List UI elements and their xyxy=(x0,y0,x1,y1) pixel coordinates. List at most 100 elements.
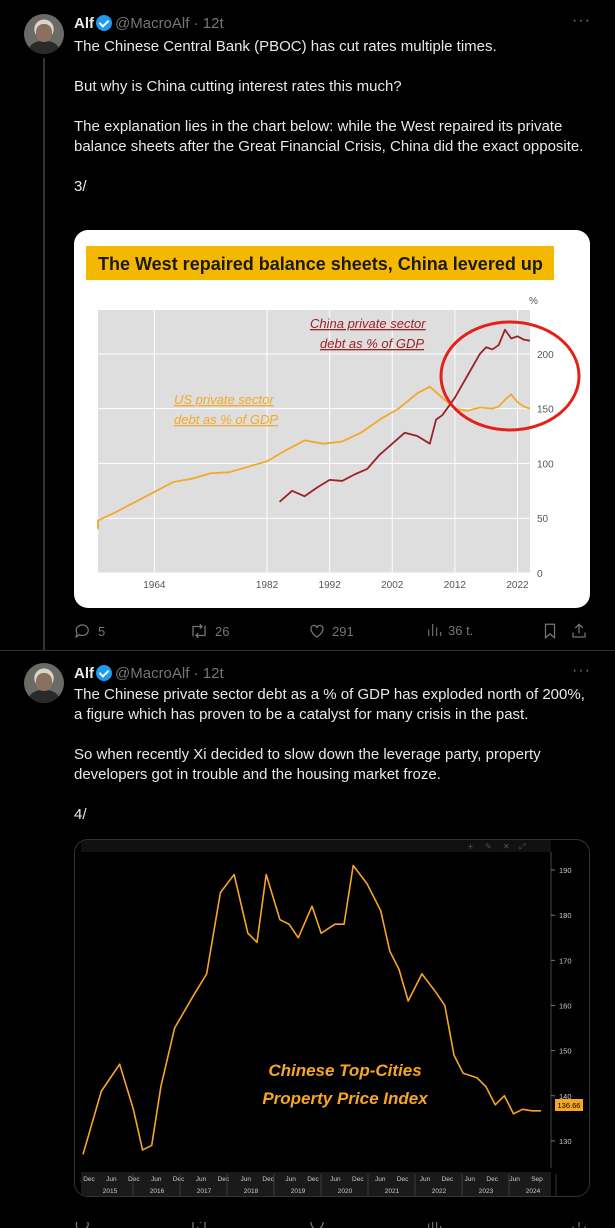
x-tick-label: 2012 xyxy=(444,580,467,591)
year-label: 2020 xyxy=(338,1188,353,1195)
author-handle[interactable]: @MacroAlf xyxy=(115,665,190,682)
x-tick-label: Dec xyxy=(218,1176,230,1183)
y-tick-label: 180 xyxy=(559,911,572,920)
views-button[interactable] xyxy=(426,1222,442,1228)
year-label: 2021 xyxy=(385,1188,400,1195)
author-name[interactable]: Alf xyxy=(74,665,94,682)
like-button[interactable]: 291 xyxy=(308,622,354,640)
highlight-circle xyxy=(439,320,581,432)
share-button[interactable] xyxy=(570,1222,588,1228)
reply-button[interactable] xyxy=(74,1222,92,1228)
x-tick-label: Jun xyxy=(151,1176,162,1183)
tweet-1[interactable]: Alf @MacroAlf · 12t ··· The Chinese Centr… xyxy=(0,0,615,650)
avatar[interactable] xyxy=(24,14,64,54)
tweet-2[interactable]: Alf @MacroAlf · 12t ··· The Chinese priva… xyxy=(0,651,615,1228)
year-label: 2017 xyxy=(197,1188,212,1195)
year-label: 2015 xyxy=(103,1188,118,1195)
x-tick-label: Jun xyxy=(375,1176,386,1183)
reply-icon xyxy=(75,624,89,639)
x-tick-label: Dec xyxy=(352,1176,364,1183)
x-tick-label: Jun xyxy=(509,1176,520,1183)
x-tick-label: Jun xyxy=(196,1176,207,1183)
x-tick-label: Sep xyxy=(531,1176,543,1183)
x-tick-label: Dec xyxy=(307,1176,319,1183)
x-tick-label: Jun xyxy=(420,1176,431,1183)
bookmark-button[interactable] xyxy=(542,622,558,640)
y-tick-label: 130 xyxy=(559,1137,572,1146)
y-tick-label: 160 xyxy=(559,1001,572,1010)
x-tick-label: Jun xyxy=(330,1176,341,1183)
retweet-count: 26 xyxy=(215,623,230,639)
x-tick-label: Dec xyxy=(128,1176,140,1183)
x-tick-label: 1982 xyxy=(256,580,279,591)
avatar[interactable] xyxy=(24,663,64,703)
bookmark-icon xyxy=(544,623,556,640)
views-button[interactable]: 36 t. xyxy=(426,622,473,638)
author-name[interactable]: Alf xyxy=(74,15,94,32)
x-tick-label: Dec xyxy=(397,1176,409,1183)
tweet-time[interactable]: 12t xyxy=(202,665,224,682)
year-label: 2024 xyxy=(526,1188,541,1195)
x-tick-label: 1964 xyxy=(143,580,166,591)
author-handle[interactable]: @MacroAlf xyxy=(115,15,190,32)
tweet-header: Alf @MacroAlf · 12t xyxy=(74,15,224,32)
y-tick-label: 50 xyxy=(537,514,549,525)
tweet-header: Alf @MacroAlf · 12t xyxy=(74,665,224,682)
china-series-label-line2: debt as % of GDP xyxy=(320,336,424,351)
retweet-icon xyxy=(192,1222,206,1228)
verified-badge-icon xyxy=(96,15,112,31)
reply-button[interactable]: 5 xyxy=(74,622,105,640)
views-count: 36 t. xyxy=(448,622,474,638)
more-options-icon[interactable]: ··· xyxy=(572,12,591,29)
verified-badge-icon xyxy=(96,665,112,681)
year-label: 2016 xyxy=(150,1188,165,1195)
us-debt-line xyxy=(97,385,531,530)
chart-title-bar xyxy=(86,246,554,280)
views-icon xyxy=(428,1222,442,1228)
tweet-actions: 5 26 291 36 t. xyxy=(74,622,594,642)
toolbar-plus-icon: + xyxy=(467,842,474,851)
tweet-time[interactable]: 12t xyxy=(202,15,224,32)
more-options-icon[interactable]: ··· xyxy=(572,662,591,679)
china-series-label-line1: China private sector xyxy=(310,316,426,331)
y-axis-unit: % xyxy=(529,296,538,307)
chart-image-2[interactable]: + ✎ ✕ ⤢ 130 140 150 160 170 180 190 Chinese To… xyxy=(74,839,590,1197)
share-icon xyxy=(572,1222,586,1228)
retweet-button[interactable]: 26 xyxy=(189,622,229,640)
us-series-label-line2: debt as % of GDP xyxy=(174,412,278,427)
chart-title-line2: Property Price Index xyxy=(262,1089,429,1108)
chart-title-line1: Chinese Top-Cities xyxy=(268,1061,421,1080)
us-series-label-line1: US private sector xyxy=(174,392,274,407)
x-tick-label: Jun xyxy=(285,1176,296,1183)
last-value: 136.66 xyxy=(558,1101,581,1110)
y-tick-label: 0 xyxy=(537,569,543,580)
x-tick-label: Jun xyxy=(106,1176,117,1183)
reply-icon xyxy=(75,1222,89,1228)
y-tick-label: 100 xyxy=(537,459,554,470)
tweet-paragraph: 3/ xyxy=(74,178,87,195)
y-tick-label: 170 xyxy=(559,956,572,965)
tweet-paragraph: The explanation lies in the chart below:… xyxy=(74,118,584,155)
y-tick-label: 150 xyxy=(537,405,554,416)
chart-toolbar xyxy=(81,840,551,852)
toolbar-close-icon: ✕ xyxy=(503,842,510,851)
y-tick-label: 150 xyxy=(559,1047,572,1056)
x-tick-label: Jun xyxy=(241,1176,252,1183)
heart-icon xyxy=(310,1222,324,1228)
views-icon xyxy=(428,624,442,636)
toolbar-pencil-icon: ✎ xyxy=(485,842,492,851)
year-label: 2019 xyxy=(291,1188,306,1195)
reply-count: 5 xyxy=(98,623,106,639)
x-tick-label: Dec xyxy=(173,1176,185,1183)
like-button[interactable] xyxy=(308,1222,326,1228)
tweet-actions-partial xyxy=(74,1222,594,1228)
share-button[interactable] xyxy=(570,622,588,640)
retweet-icon xyxy=(192,623,206,639)
y-tick-label: 190 xyxy=(559,866,572,875)
tweet-divider xyxy=(0,650,615,651)
tweet-paragraph: The Chinese Central Bank (PBOC) has cut … xyxy=(74,38,497,55)
retweet-button[interactable] xyxy=(189,1222,209,1228)
chart-image-1[interactable]: The West repaired balance sheets, China … xyxy=(74,230,590,608)
year-label: 2018 xyxy=(244,1188,259,1195)
y-tick-label: 200 xyxy=(537,350,554,361)
